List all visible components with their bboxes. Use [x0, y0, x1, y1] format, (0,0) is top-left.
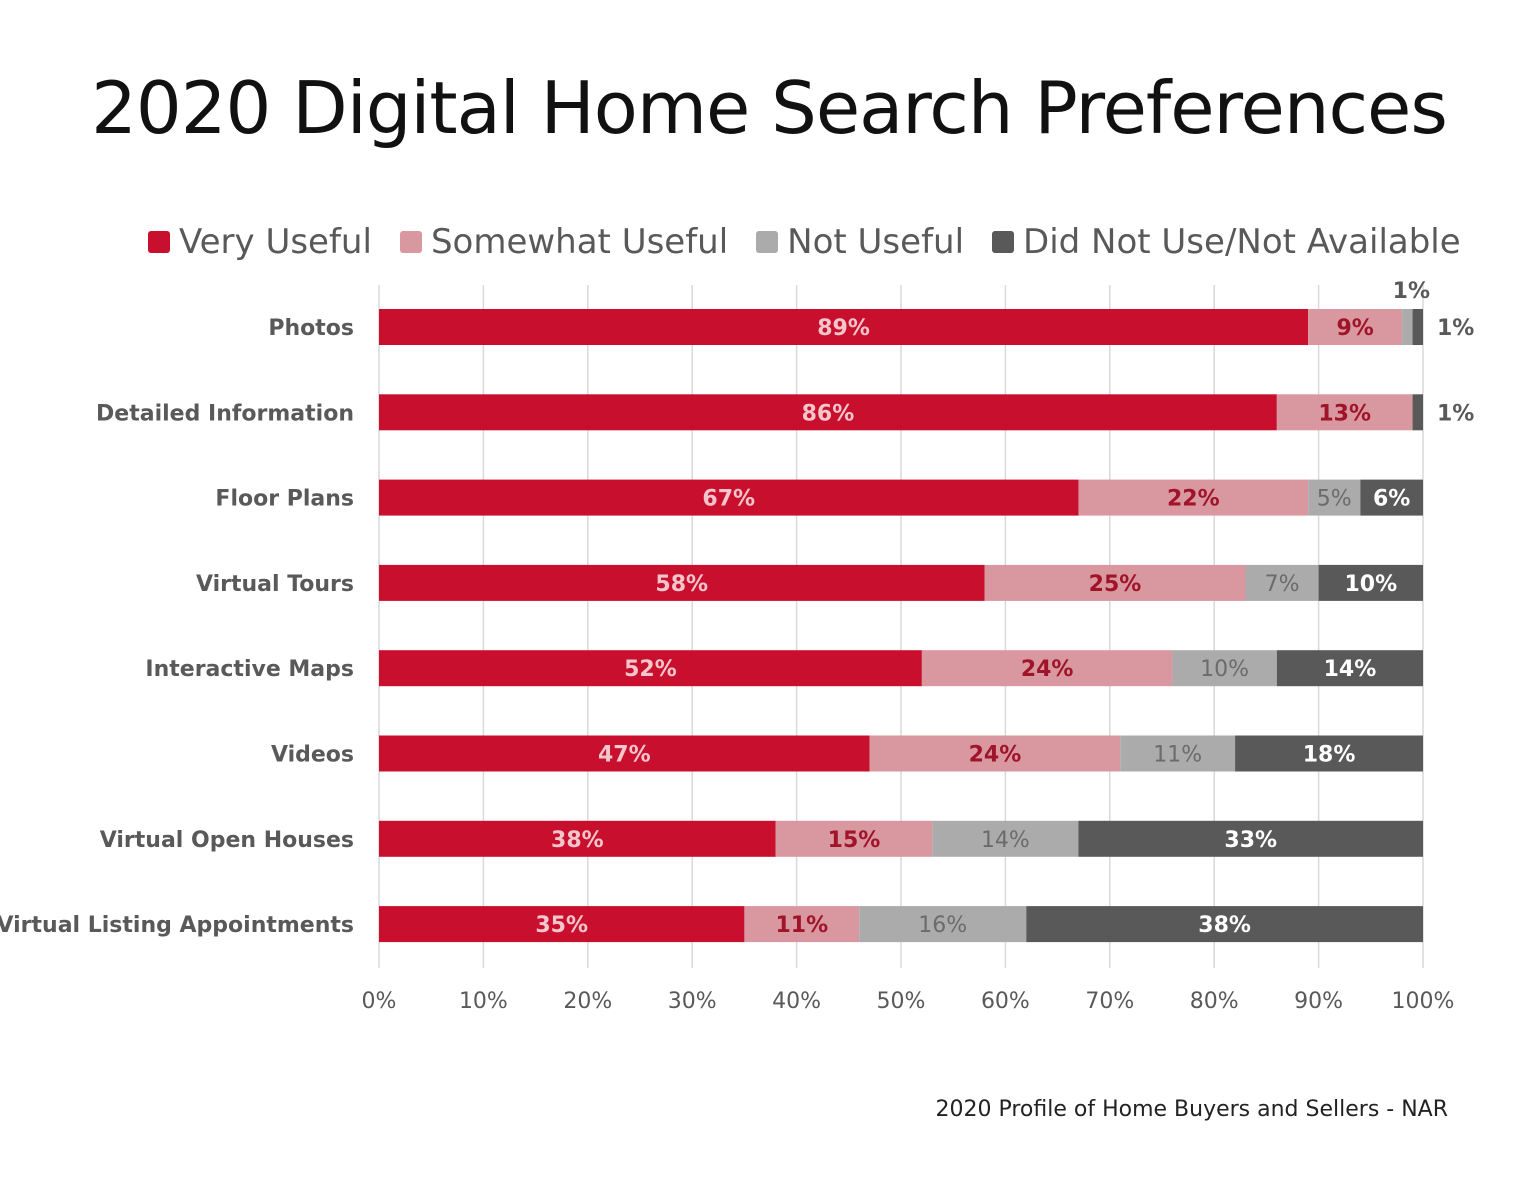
data-label: 1% [1437, 401, 1474, 426]
source-note: 2020 Profile of Home Buyers and Sellers … [935, 1097, 1449, 1122]
chart-title: 2020 Digital Home Search Preferences [91, 66, 1448, 150]
data-label: 10% [1200, 657, 1249, 682]
bar-segment [744, 906, 860, 943]
data-label: 11% [1153, 743, 1202, 768]
data-label: 89% [817, 316, 870, 341]
data-label: 10% [1344, 572, 1397, 597]
bar-segment [1235, 735, 1423, 772]
data-label: 18% [1303, 743, 1356, 768]
data-label: 52% [624, 657, 677, 682]
bar-segment [1078, 479, 1309, 516]
bar-segment [1120, 735, 1236, 772]
data-label: 13% [1318, 401, 1371, 426]
legend-item-did-not-use: Did Not Use/Not Available [992, 222, 1461, 262]
bar-segment [1402, 309, 1413, 345]
data-label: 38% [1198, 913, 1251, 938]
data-label: 22% [1167, 487, 1220, 512]
legend-item-somewhat-useful: Somewhat Useful [399, 222, 729, 262]
x-tick-label: 50% [877, 989, 926, 1014]
bar-segment [1412, 394, 1423, 431]
bar-segment [1078, 820, 1423, 857]
data-label: 6% [1373, 487, 1410, 512]
legend-label: Did Not Use/Not Available [1023, 222, 1461, 262]
data-label: 47% [598, 743, 651, 768]
bar-segment [859, 906, 1027, 943]
category-label: Virtual Tours [196, 572, 354, 597]
data-label: 1% [1437, 316, 1474, 341]
data-label: 14% [981, 828, 1030, 853]
data-label: 38% [551, 828, 604, 853]
legend-swatch [148, 231, 170, 253]
bar-segment [1276, 394, 1413, 431]
category-label: Interactive Maps [145, 657, 354, 682]
data-label: 25% [1089, 572, 1142, 597]
category-label: Virtual Open Houses [100, 828, 354, 853]
bar-segment [775, 820, 933, 857]
category-label: Detailed Information [96, 401, 354, 426]
data-label: 24% [969, 743, 1022, 768]
x-tick-label: 0% [362, 989, 397, 1014]
legend-item-very-useful: Very Useful [148, 222, 372, 262]
data-label: 67% [702, 487, 755, 512]
legend-item-not-useful: Not Useful [756, 222, 964, 262]
bar-segment [1318, 564, 1423, 601]
category-label: Photos [268, 316, 354, 341]
data-label: 9% [1336, 316, 1373, 341]
x-tick-label: 60% [981, 989, 1030, 1014]
legend-swatch [992, 231, 1015, 253]
legend-swatch [399, 231, 422, 253]
data-label: 35% [535, 913, 588, 938]
bar-segment [1308, 479, 1361, 516]
x-tick-label: 90% [1294, 989, 1343, 1014]
legend-label: Not Useful [787, 222, 965, 262]
bar-segment [379, 394, 1277, 431]
bar-segment [1276, 650, 1423, 687]
bar-segment [379, 906, 745, 943]
legend-label: Somewhat Useful [430, 222, 729, 262]
bar-segment [379, 479, 1079, 516]
bar-segment [379, 564, 985, 601]
legend-swatch [756, 231, 779, 253]
x-tick-label: 80% [1190, 989, 1239, 1014]
bar-segment [379, 735, 870, 772]
bar-segment [921, 650, 1173, 687]
bar-segment [869, 735, 1121, 772]
bar-segment [379, 820, 776, 857]
x-tick-label: 40% [772, 989, 821, 1014]
bar-segment [1172, 650, 1277, 687]
category-label: Floor Plans [215, 487, 354, 512]
data-label: 1% [1393, 279, 1430, 304]
bar-segment [1026, 906, 1423, 943]
bar-segment [932, 820, 1079, 857]
legend-label: Very Useful [179, 222, 372, 262]
data-label: 11% [775, 913, 828, 938]
data-label: 7% [1265, 572, 1300, 597]
category-label: Virtual Listing Appointments [0, 913, 354, 938]
data-label: 15% [828, 828, 881, 853]
x-tick-label: 30% [668, 989, 717, 1014]
category-label: Videos [271, 743, 354, 768]
data-label: 14% [1324, 657, 1377, 682]
x-tick-label: 100% [1392, 989, 1455, 1014]
data-label: 5% [1317, 487, 1352, 512]
bar-segment [1245, 564, 1319, 601]
chart-legend: Very Useful Somewhat Useful Not Useful D… [148, 222, 1489, 262]
data-label: 58% [655, 572, 708, 597]
data-label: 33% [1224, 828, 1277, 853]
bar-segment [1412, 309, 1423, 345]
bar-segment [1308, 309, 1403, 345]
x-tick-label: 10% [459, 989, 508, 1014]
bar-segment [379, 650, 922, 687]
x-tick-label: 20% [563, 989, 612, 1014]
data-label: 24% [1021, 657, 1074, 682]
x-tick-label: 70% [1085, 989, 1134, 1014]
data-label: 16% [918, 913, 967, 938]
bar-segment [379, 309, 1309, 345]
data-label: 86% [802, 401, 855, 426]
bar-segment [984, 564, 1246, 601]
bar-segment [1360, 479, 1423, 516]
